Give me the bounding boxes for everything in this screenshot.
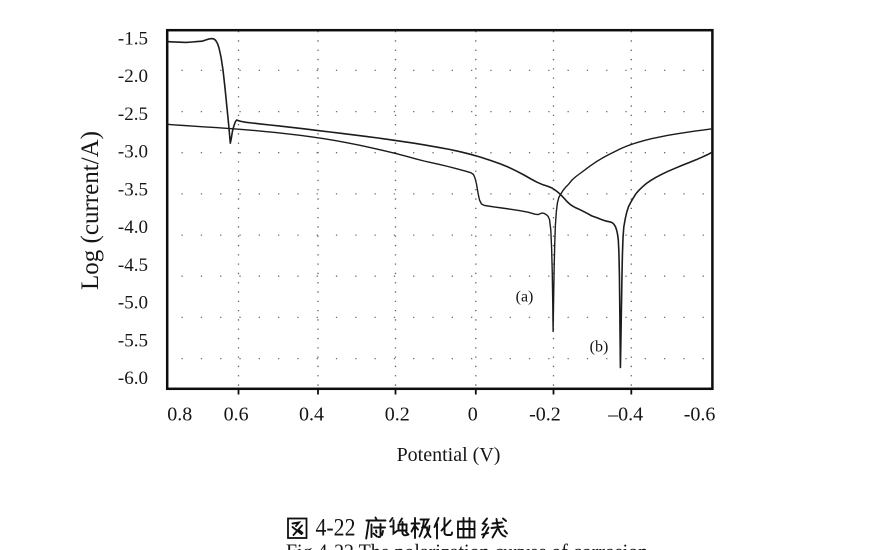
svg-text:0.4: 0.4 [299,404,324,426]
svg-text:Potential (V): Potential (V) [397,444,501,466]
svg-text:-1.5: -1.5 [118,29,148,50]
svg-text:0: 0 [468,404,478,426]
svg-text:Fig.4-22 The polarization cur: Fig.4-22 The polarization curves of corr… [286,540,648,550]
svg-text:(b): (b) [590,339,609,356]
svg-text:Log (current/A): Log (current/A) [77,131,104,290]
svg-text:0.8: 0.8 [167,404,192,426]
svg-text:4-22: 4-22 [316,515,356,542]
svg-text:-5.0: -5.0 [118,293,148,314]
svg-text:-2.0: -2.0 [118,66,148,87]
svg-text:0.6: 0.6 [224,404,249,426]
svg-text:0.2: 0.2 [385,404,410,426]
svg-text:–0.4: –0.4 [607,404,643,426]
svg-text:-2.5: -2.5 [118,104,148,125]
svg-text:-3.0: -3.0 [118,142,148,163]
svg-text:-0.2: -0.2 [529,404,561,426]
svg-text:-4.0: -4.0 [118,217,148,238]
svg-text:-3.5: -3.5 [118,179,148,200]
svg-text:(a): (a) [516,289,534,306]
svg-text:-4.5: -4.5 [118,255,148,276]
svg-text:-5.5: -5.5 [118,330,148,351]
svg-text:-6.0: -6.0 [118,368,148,389]
svg-text:-0.6: -0.6 [684,404,716,426]
